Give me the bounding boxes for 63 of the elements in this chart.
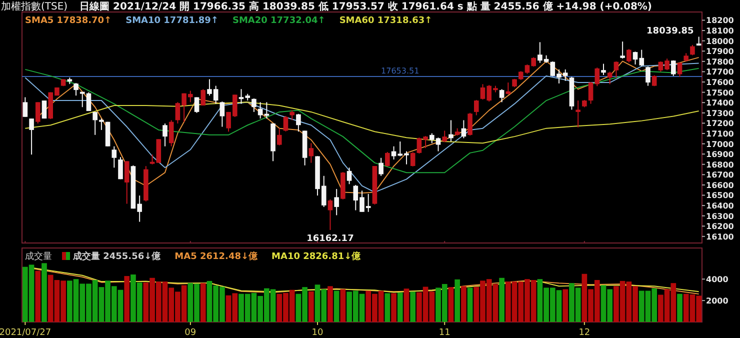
x-tick-label: 12 bbox=[578, 328, 590, 338]
bar bbox=[404, 288, 410, 322]
bar bbox=[334, 290, 340, 322]
chart-title: 加權指數(TSE) bbox=[1, 0, 68, 12]
y-tick-label: 17500 bbox=[706, 88, 734, 98]
y-tick-label: 17900 bbox=[706, 47, 734, 56]
y-tick-label: 18200 bbox=[706, 16, 734, 26]
y-tick-label: 16600 bbox=[706, 180, 734, 190]
bar bbox=[562, 289, 568, 322]
annotation: 18039.85 bbox=[646, 26, 694, 37]
y-tick-label: 17600 bbox=[706, 78, 734, 87]
y-tick-label: 2000 bbox=[706, 296, 729, 306]
text: SMA5 17838.70↑ bbox=[25, 16, 112, 26]
y-tick-label: 17300 bbox=[706, 108, 734, 118]
bar bbox=[499, 278, 504, 322]
y-tick-label: 17800 bbox=[706, 57, 734, 66]
y-tick-label: 16500 bbox=[706, 191, 734, 200]
x-tick-label: 09 bbox=[184, 328, 196, 338]
text: 成交量 bbox=[25, 251, 52, 262]
ref-line-label: 17653.51 bbox=[381, 66, 420, 76]
y-tick-label: 16900 bbox=[706, 150, 734, 160]
bar bbox=[42, 263, 47, 322]
y-tick-label: 16300 bbox=[706, 212, 734, 221]
y-tick-label: 16400 bbox=[706, 202, 734, 211]
bar bbox=[200, 283, 206, 322]
y-tick-label: 16700 bbox=[706, 170, 734, 180]
y-tick-label: 18100 bbox=[706, 26, 734, 36]
bar bbox=[328, 286, 333, 322]
y-tick-label: 16200 bbox=[706, 222, 734, 232]
bar bbox=[340, 289, 346, 322]
y-tick-label: 16800 bbox=[706, 160, 734, 170]
y-tick-label: 16100 bbox=[706, 232, 734, 242]
text: MA10 2826.81↓億 bbox=[272, 251, 362, 262]
text: SMA60 17318.63↑ bbox=[339, 16, 432, 26]
bar bbox=[308, 291, 314, 322]
y-tick-label: 17000 bbox=[706, 140, 734, 149]
legend-label: 成交量 2455.56↓億 bbox=[72, 251, 162, 262]
y-tick-label: 17400 bbox=[706, 98, 734, 108]
y-tick-label: 4000 bbox=[706, 275, 729, 284]
bar bbox=[677, 294, 682, 322]
bar bbox=[454, 279, 460, 322]
text: SMA20 17732.04↑ bbox=[232, 16, 326, 26]
annotation: 16162.17 bbox=[306, 234, 354, 244]
x-tick-label: 2021/07/27 bbox=[0, 328, 52, 338]
bar bbox=[461, 286, 466, 322]
chart-subtitle: 日線圖 2021/12/24 開 17966.35 高 18039.85 低 17953.57 收 17961.64 s 點 量 2455.56 億 +14.98 (+0.08%) bbox=[80, 0, 652, 12]
line-series bbox=[24, 102, 700, 144]
y-tick-label: 18000 bbox=[706, 36, 734, 46]
bar bbox=[467, 288, 473, 322]
bar bbox=[410, 292, 416, 322]
text: MA5 2612.48↓億 bbox=[174, 251, 259, 262]
y-tick-label: 17700 bbox=[706, 68, 734, 77]
bar bbox=[397, 292, 403, 322]
x-tick-label: 10 bbox=[312, 328, 324, 338]
y-tick-label: 17200 bbox=[706, 119, 734, 128]
text: SMA10 17781.89↑ bbox=[126, 16, 218, 26]
y-tick-label: 17100 bbox=[706, 129, 734, 138]
bar bbox=[35, 270, 41, 322]
x-tick-label: 11 bbox=[438, 328, 450, 338]
bar bbox=[384, 293, 390, 322]
bar bbox=[448, 287, 454, 322]
bar bbox=[391, 293, 396, 322]
bar bbox=[124, 276, 130, 322]
